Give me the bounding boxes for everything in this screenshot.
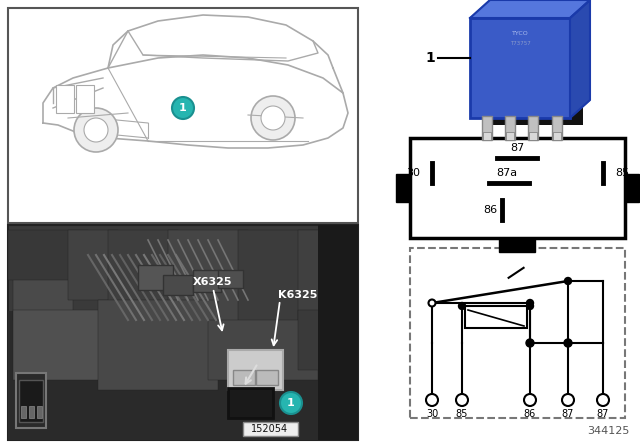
Bar	[552, 116, 562, 140]
Text: 87: 87	[510, 143, 524, 153]
Text: 85: 85	[615, 168, 629, 178]
Polygon shape	[570, 0, 590, 118]
Circle shape	[527, 300, 534, 306]
Bar	[228, 388, 273, 418]
Text: 30: 30	[426, 409, 438, 419]
Circle shape	[74, 108, 118, 152]
Circle shape	[429, 300, 435, 306]
Bar	[470, 18, 570, 118]
Bar	[505, 116, 515, 140]
Bar	[8, 225, 358, 440]
Circle shape	[426, 394, 438, 406]
Text: 152054: 152054	[252, 424, 289, 434]
Text: 1: 1	[179, 103, 187, 113]
Bar	[410, 138, 625, 238]
Text: TYCO: TYCO	[511, 30, 529, 35]
Text: 87: 87	[597, 409, 609, 419]
Circle shape	[458, 302, 465, 310]
Bar	[21, 406, 26, 418]
Text: 87: 87	[562, 409, 574, 419]
Bar	[13, 240, 73, 320]
Circle shape	[456, 394, 468, 406]
Text: 344125: 344125	[588, 426, 630, 436]
Circle shape	[251, 96, 295, 140]
Bar	[298, 310, 353, 370]
Bar	[483, 132, 491, 140]
Text: K6325: K6325	[278, 290, 317, 300]
Bar	[8, 8, 358, 223]
Circle shape	[261, 106, 285, 130]
Polygon shape	[470, 0, 590, 18]
Text: T73757: T73757	[509, 40, 531, 46]
Bar	[29, 406, 34, 418]
Circle shape	[524, 394, 536, 406]
Bar	[506, 132, 514, 140]
Bar	[410, 248, 625, 418]
Text: 87a: 87a	[497, 168, 518, 178]
Bar	[37, 406, 42, 418]
Bar	[396, 174, 410, 202]
Bar	[98, 300, 218, 390]
Circle shape	[526, 339, 534, 347]
Bar	[298, 230, 358, 320]
Circle shape	[527, 302, 534, 310]
Bar	[318, 225, 358, 440]
Bar	[56, 85, 74, 113]
Bar	[208, 320, 318, 380]
Text: 1: 1	[287, 398, 295, 408]
Text: 85: 85	[456, 409, 468, 419]
Bar	[238, 230, 318, 340]
Bar	[163, 275, 193, 295]
Bar	[625, 174, 639, 202]
Circle shape	[564, 277, 572, 284]
Text: X6325: X6325	[193, 277, 232, 287]
Bar	[108, 230, 178, 310]
Bar	[8, 230, 88, 280]
Bar	[13, 310, 113, 380]
Bar	[8, 311, 358, 440]
Bar	[529, 132, 537, 140]
Circle shape	[84, 118, 108, 142]
Bar	[19, 380, 43, 422]
Bar	[193, 270, 221, 292]
Bar	[482, 116, 492, 140]
Bar	[465, 306, 527, 328]
Bar	[138, 265, 173, 290]
Text: 86: 86	[524, 409, 536, 419]
Bar	[16, 373, 46, 428]
Bar	[528, 116, 538, 140]
Bar	[243, 422, 298, 436]
Text: 30: 30	[406, 168, 420, 178]
Bar	[168, 230, 248, 330]
Circle shape	[564, 339, 572, 347]
Bar	[228, 350, 283, 390]
Bar	[256, 370, 278, 385]
Circle shape	[597, 394, 609, 406]
Circle shape	[280, 392, 302, 414]
Circle shape	[172, 97, 194, 119]
Text: 86: 86	[483, 205, 497, 215]
Bar	[499, 238, 535, 252]
Bar	[76, 85, 94, 113]
Bar	[233, 370, 255, 385]
Bar	[218, 270, 243, 288]
Text: 1: 1	[425, 51, 435, 65]
Bar	[483, 20, 583, 125]
Bar	[553, 132, 561, 140]
Circle shape	[562, 394, 574, 406]
Bar	[68, 230, 118, 300]
